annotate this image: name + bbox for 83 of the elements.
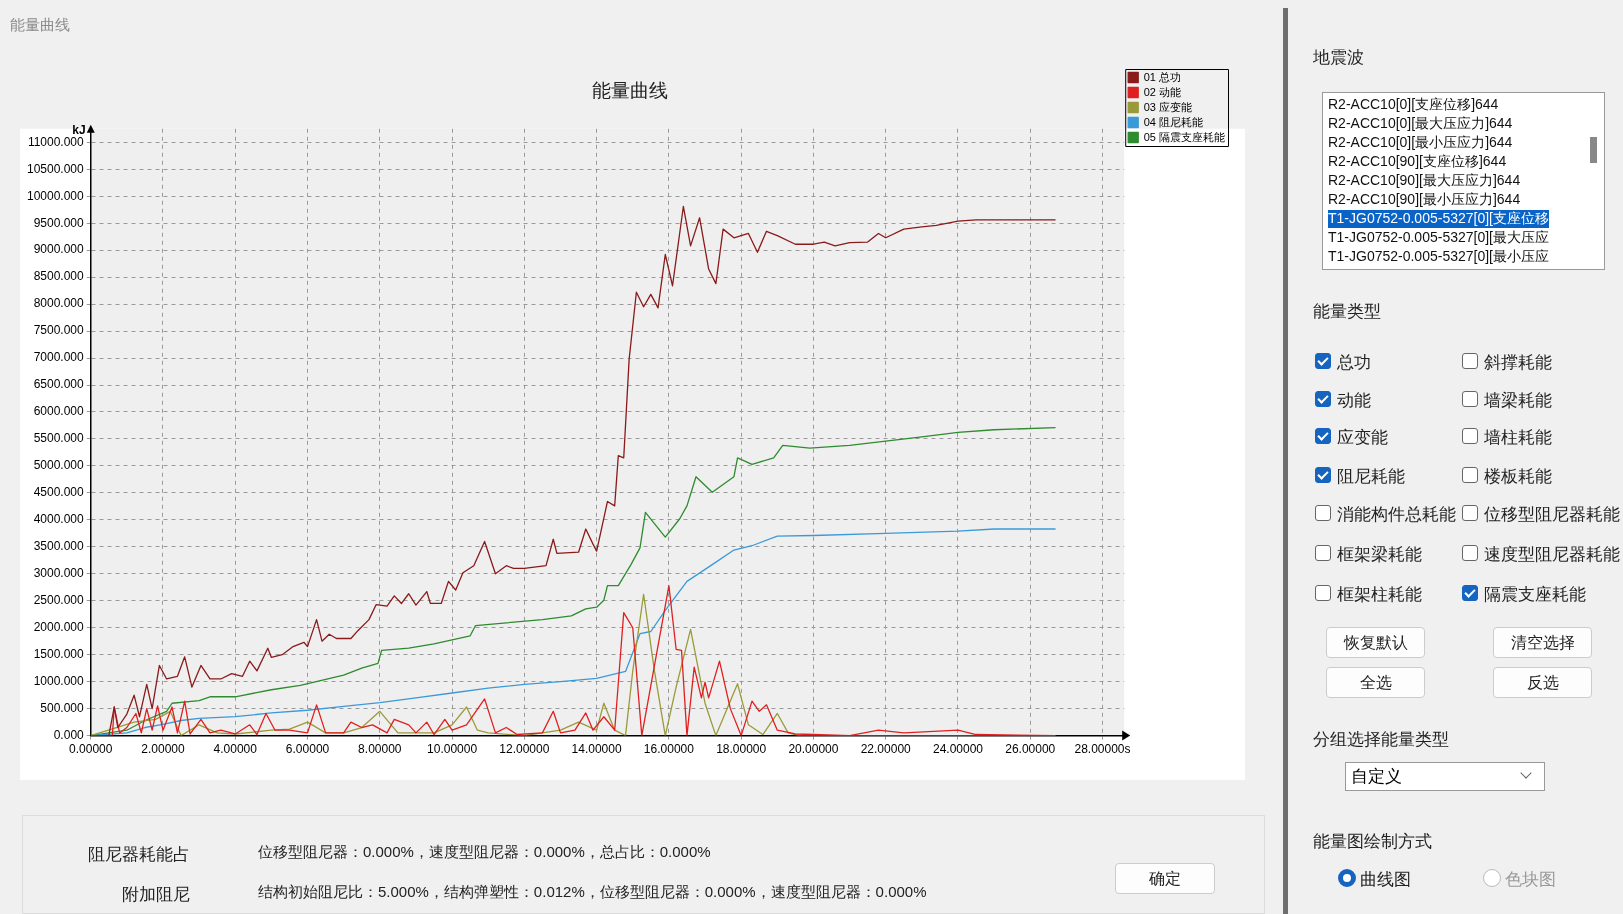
y-tick-label: 0.000	[53, 727, 85, 742]
text: R2-ACC10[0][支座位移]644	[1328, 96, 1499, 114]
y-tick-label: 1500.000	[33, 647, 85, 662]
y-tick-label: 5000.000	[33, 458, 85, 473]
text: 附加阻尼	[122, 884, 190, 906]
x-tick-label: 2.00000	[141, 742, 185, 757]
y-tick-label: 2000.000	[33, 620, 85, 635]
text: 应变能	[1337, 427, 1388, 449]
y-tick-label: 7000.000	[33, 350, 85, 365]
text: 框架柱耗能	[1337, 584, 1422, 606]
text: R2-ACC10[90][支座位移]644	[1328, 153, 1507, 171]
y-tick-label: 500.000	[40, 700, 85, 715]
y-tick-label: 4500.000	[33, 485, 85, 500]
y-tick-label: 3000.000	[33, 566, 85, 581]
y-tick-label: 4000.000	[33, 512, 85, 527]
text: 能量曲线	[10, 16, 70, 35]
text: 框架梁耗能	[1337, 544, 1422, 566]
text: 隔震支座耗能	[1484, 584, 1586, 606]
x-tick-label: 8.00000	[358, 742, 402, 757]
x-tick-label: 0.00000	[69, 742, 113, 757]
text: 分组选择能量类型	[1313, 729, 1449, 751]
text: 色块图	[1505, 869, 1556, 891]
y-tick-label: 6500.000	[33, 377, 85, 392]
text: 曲线图	[1360, 869, 1411, 891]
y-tick-label: 9500.000	[33, 215, 85, 230]
legend-label: 05 隔震支座耗能	[1143, 130, 1226, 143]
text: 墙梁耗能	[1484, 390, 1552, 412]
text: 阻尼器耗能占	[88, 844, 190, 866]
x-tick-label: 22.00000	[860, 742, 912, 757]
y-tick-label: 10000.000	[26, 188, 85, 203]
button[interactable]: 反选	[1493, 667, 1592, 698]
text: 结构初始阻尼比：5.000%，结构弹塑性：0.012%，位移型阻尼器：0.000%，速度型阻尼器：0.000%	[258, 883, 927, 902]
x-tick-label: 4.00000	[213, 742, 258, 757]
y-tick-label: 8500.000	[33, 269, 85, 284]
x-tick-label: 14.00000	[571, 742, 622, 757]
y-tick-label: 10500.000	[26, 161, 85, 176]
legend-label: 01 总功	[1143, 70, 1182, 83]
legend-label: 03 应变能	[1143, 100, 1193, 113]
legend-label: 02 动能	[1143, 85, 1182, 98]
text: 消能构件总耗能	[1337, 504, 1456, 526]
x-tick-label: 6.00000	[285, 742, 330, 757]
y-tick-label: 7500.000	[33, 323, 85, 338]
x-tick-label: 28.00000s	[1074, 742, 1131, 757]
dropdown[interactable]: 自定义	[1345, 762, 1545, 791]
text: 动能	[1337, 390, 1371, 412]
text: 阻尼耗能	[1337, 466, 1405, 488]
text: T1-JG0752-0.005-5327[0][最小压应	[1328, 248, 1549, 266]
text: 能量类型	[1313, 301, 1381, 323]
button[interactable]: 确定	[1115, 863, 1215, 894]
text: 斜撑耗能	[1484, 352, 1552, 374]
y-tick-label: 3500.000	[33, 539, 85, 554]
x-tick-label: 18.00000	[716, 742, 767, 757]
y-tick-label: 9000.000	[33, 242, 85, 257]
button[interactable]: 清空选择	[1493, 627, 1592, 658]
text: 速度型阻尼器耗能	[1484, 544, 1620, 566]
y-tick-label: 6000.000	[33, 404, 85, 419]
button[interactable]: 恢复默认	[1326, 627, 1425, 658]
text: 楼板耗能	[1484, 466, 1552, 488]
text: 地震波	[1313, 47, 1364, 69]
x-tick-label: 12.00000	[499, 742, 550, 757]
text: 位移型阻尼器：0.000%，速度型阻尼器：0.000%，总占比：0.000%	[258, 843, 711, 862]
text: R2-ACC10[90][最小压应力]644	[1328, 191, 1521, 209]
text: T1-JG0752-0.005-5327[0][支座位移	[1328, 210, 1549, 228]
text: T1-JG0752-0.005-5327[0][最大压应	[1328, 229, 1549, 247]
x-tick-label: 10.00000	[427, 742, 478, 757]
y-tick-label: 2500.000	[33, 593, 85, 608]
text: 位移型阻尼器耗能	[1484, 504, 1620, 526]
chart-title: 能量曲线	[591, 79, 668, 101]
text: 墙柱耗能	[1484, 427, 1552, 449]
y-tick-label: 1000.000	[33, 673, 85, 688]
y-tick-label: 8000.000	[33, 296, 85, 311]
x-tick-label: 20.00000	[788, 742, 839, 757]
text: 能量图绘制方式	[1313, 831, 1432, 853]
legend-label: 04 阻尼耗能	[1143, 115, 1204, 128]
x-tick-label: 24.00000	[932, 742, 984, 757]
text: 总功	[1337, 352, 1371, 374]
x-tick-label: 16.00000	[643, 742, 695, 757]
x-tick-label: 26.00000	[1005, 742, 1056, 757]
y-tick-label: 5500.000	[33, 431, 85, 446]
text: R2-ACC10[0][最小压应力]644	[1328, 134, 1513, 152]
button[interactable]: 全选	[1326, 667, 1425, 698]
text: R2-ACC10[90][最大压应力]644	[1328, 172, 1521, 190]
text: R2-ACC10[0][最大压应力]644	[1328, 115, 1513, 133]
